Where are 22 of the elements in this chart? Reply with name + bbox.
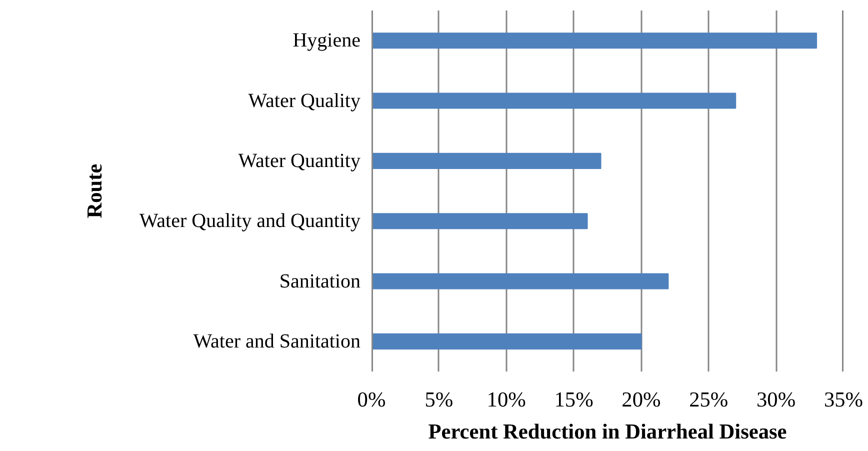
- bar: [372, 273, 669, 290]
- x-tick-label: 20%: [622, 388, 661, 412]
- x-tick-label: 25%: [689, 388, 728, 412]
- x-tick-label: 15%: [554, 388, 594, 412]
- x-tick-label: 35%: [824, 388, 864, 412]
- bar: [372, 32, 818, 49]
- bar: [372, 333, 642, 350]
- y-tick-label: Water Quality: [248, 90, 361, 112]
- y-tick-label: Hygiene: [292, 30, 361, 52]
- x-tick-label: 10%: [486, 388, 526, 412]
- y-tick-label: Water Quantity: [238, 150, 361, 172]
- bar: [372, 152, 602, 169]
- y-tick-label: Water and Sanitation: [193, 330, 361, 352]
- bar: [372, 92, 736, 109]
- x-tick-label: 30%: [756, 388, 796, 412]
- x-tick-label: 5%: [424, 388, 454, 412]
- y-axis-title: Route: [82, 164, 106, 218]
- x-axis-title: Percent Reduction in Diarrheal Disease: [428, 420, 787, 444]
- y-tick-label: Water Quality and Quantity: [139, 210, 361, 232]
- y-tick-label: Sanitation: [279, 270, 361, 292]
- bar: [372, 213, 588, 230]
- x-tick-label: 0%: [357, 388, 386, 412]
